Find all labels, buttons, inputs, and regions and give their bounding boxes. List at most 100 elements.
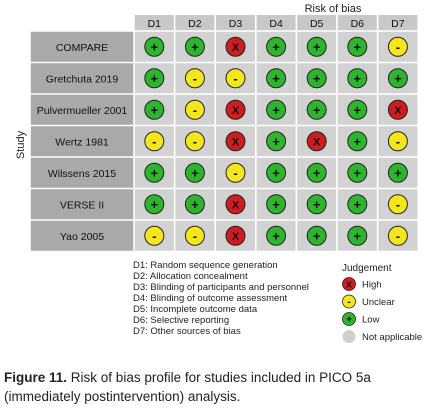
judgement-symbol: + xyxy=(272,165,280,180)
judgement-low-marker: + xyxy=(387,162,408,183)
figure-label: Figure 11. xyxy=(4,370,68,385)
judgement-symbol: + xyxy=(272,197,280,212)
domain-header-d5: D5 xyxy=(310,18,324,30)
judgement-low-marker: + xyxy=(347,225,368,246)
domain-description: D1: Random sequence generation xyxy=(133,260,278,271)
chart-title: Risk of bias xyxy=(305,3,362,15)
legend-item-low: + Low xyxy=(342,312,380,326)
judgement-symbol: X xyxy=(394,105,402,117)
legend-symbol: + xyxy=(346,315,352,326)
judgement-low-marker: + xyxy=(266,68,287,89)
judgement-unclear-marker: - xyxy=(184,99,205,120)
judgement-symbol: + xyxy=(313,39,321,54)
judgement-symbol: - xyxy=(233,71,237,86)
judgement-symbol: + xyxy=(354,165,362,180)
judgement-symbol: + xyxy=(151,102,159,117)
judgement-low-marker: + xyxy=(306,99,327,120)
judgement-low-marker: + xyxy=(184,162,205,183)
judgement-high-marker: X xyxy=(306,131,327,152)
judgement-symbol: + xyxy=(313,165,321,180)
judgement-low-marker: + xyxy=(306,225,327,246)
study-label: COMPARE xyxy=(56,42,108,54)
figure-caption: Figure 11. Risk of bias profile for stud… xyxy=(4,368,440,406)
judgement-symbol: - xyxy=(193,71,197,86)
judgement-unclear-marker: - xyxy=(144,131,165,152)
judgement-symbol: + xyxy=(191,197,199,212)
judgement-low-marker: + xyxy=(144,99,165,120)
judgement-symbol: - xyxy=(152,134,156,149)
judgement-low-marker: + xyxy=(306,36,327,57)
judgement-symbol: + xyxy=(272,228,280,243)
judgement-low-marker: + xyxy=(184,36,205,57)
judgement-low-marker: + xyxy=(306,194,327,215)
domain-header-d4: D4 xyxy=(269,18,283,30)
judgement-high-marker: X xyxy=(225,194,246,215)
judgement-low-marker: + xyxy=(347,99,368,120)
judgement-symbol: + xyxy=(313,71,321,86)
domain-header-d3: D3 xyxy=(229,18,243,30)
judgement-symbol: + xyxy=(191,165,199,180)
judgement-low-marker: + xyxy=(306,68,327,89)
judgement-symbol: + xyxy=(151,165,159,180)
judgement-low-marker: + xyxy=(266,194,287,215)
domain-header-d2: D2 xyxy=(188,18,202,30)
domain-header-d6: D6 xyxy=(351,18,365,30)
judgement-symbol: + xyxy=(354,71,362,86)
judgement-low-marker: + xyxy=(184,194,205,215)
judgement-symbol: + xyxy=(272,71,280,86)
judgement-symbol: + xyxy=(354,197,362,212)
judgement-symbol: + xyxy=(354,228,362,243)
judgement-symbol: + xyxy=(313,197,321,212)
judgement-symbol: + xyxy=(394,165,402,180)
judgement-symbol: + xyxy=(354,102,362,117)
judgement-grid: D1 D2 D3 D4 D5 D6 D7 COMPARE + + X + + + - Gretchuta 20… xyxy=(29,15,420,253)
legend-label: High xyxy=(362,280,382,291)
judgement-symbol: X xyxy=(232,231,240,243)
judgement-low-marker: + xyxy=(347,68,368,89)
study-label: Wertz 1981 xyxy=(55,136,109,148)
judgement-symbol: - xyxy=(193,228,197,243)
judgement-high-marker: X xyxy=(225,36,246,57)
judgement-low-marker: + xyxy=(266,162,287,183)
study-label: VERSE II xyxy=(60,199,104,211)
judgement-symbol: X xyxy=(313,136,321,148)
judgement-symbol: X xyxy=(232,136,240,148)
legend-item-na: Not applicable xyxy=(342,330,422,343)
legend-label: Unclear xyxy=(362,297,395,308)
domain-description: D3: Blinding of participants and personn… xyxy=(133,282,309,293)
judgement-low-marker: + xyxy=(144,36,165,57)
judgement-unclear-marker: - xyxy=(387,225,408,246)
judgement-symbol: - xyxy=(152,228,156,243)
judgement-symbol: + xyxy=(354,39,362,54)
judgement-high-marker: X xyxy=(225,99,246,120)
judgement-symbol: - xyxy=(396,134,400,149)
y-axis-label: Study xyxy=(15,130,27,159)
legend-swatch xyxy=(342,330,356,343)
domain-header-d1: D1 xyxy=(148,18,162,30)
judgement-symbol: - xyxy=(396,197,400,212)
domain-header-d7: D7 xyxy=(391,18,405,30)
judgement-low-marker: + xyxy=(387,68,408,89)
judgement-unclear-marker: - xyxy=(387,131,408,152)
risk-of-bias-chart: Risk of bias Study D1 D2 D3 D4 D5 D6 D7 COMPARE… xyxy=(15,3,422,343)
judgement-high-marker: X xyxy=(225,131,246,152)
judgement-low-marker: + xyxy=(347,194,368,215)
study-label: Pulvermueller 2001 xyxy=(37,105,128,117)
judgement-symbol: + xyxy=(151,197,159,212)
study-label: Yao 2005 xyxy=(60,231,104,243)
judgement-symbol: + xyxy=(151,71,159,86)
judgement-symbol: + xyxy=(272,39,280,54)
judgement-unclear-marker: - xyxy=(387,36,408,57)
judgement-symbol: + xyxy=(394,71,402,86)
judgement-unclear-marker: - xyxy=(225,162,246,183)
legend-swatch xyxy=(342,294,356,309)
legend-title: Judgement xyxy=(342,263,392,274)
legend-item-unclear: - Unclear xyxy=(342,294,395,309)
judgement-symbol: + xyxy=(151,39,159,54)
judgement-symbol: + xyxy=(313,228,321,243)
study-label: Wilssens 2015 xyxy=(48,168,116,180)
judgement-unclear-marker: - xyxy=(387,194,408,215)
judgement-symbol: + xyxy=(272,134,280,149)
judgement-low-marker: + xyxy=(144,68,165,89)
